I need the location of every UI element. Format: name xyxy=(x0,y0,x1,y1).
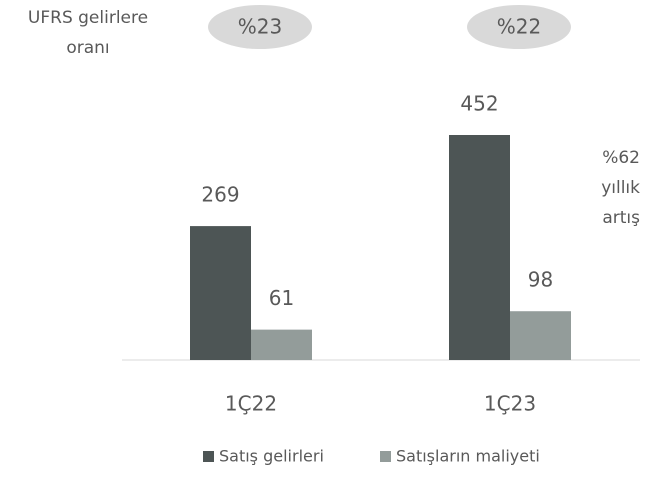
x-tick-label: 1Ç23 xyxy=(484,392,536,416)
ratio-bubble xyxy=(208,5,312,49)
x-tick-label: 1Ç22 xyxy=(225,392,277,416)
ratio-value: %22 xyxy=(497,15,541,39)
growth-note: %62 xyxy=(602,148,640,168)
legend-swatch xyxy=(380,451,391,462)
bar xyxy=(190,226,251,360)
bar xyxy=(510,311,571,360)
legend-swatch xyxy=(203,451,214,462)
bar xyxy=(251,329,312,360)
ratio-value: %23 xyxy=(238,15,282,39)
growth-note: artış xyxy=(602,208,640,228)
ratio-label: oranı xyxy=(66,38,109,58)
legend-label: Satışların maliyeti xyxy=(396,447,540,466)
data-label: 269 xyxy=(201,183,239,207)
ratio-label: UFRS gelirlere xyxy=(28,8,148,28)
growth-note: yıllık xyxy=(601,178,640,198)
bar xyxy=(449,135,510,360)
data-label: 452 xyxy=(460,92,498,116)
data-label: 98 xyxy=(528,268,553,292)
legend-label: Satış gelirleri xyxy=(219,447,324,466)
data-label: 61 xyxy=(269,286,294,310)
ratio-bubble xyxy=(467,5,571,49)
